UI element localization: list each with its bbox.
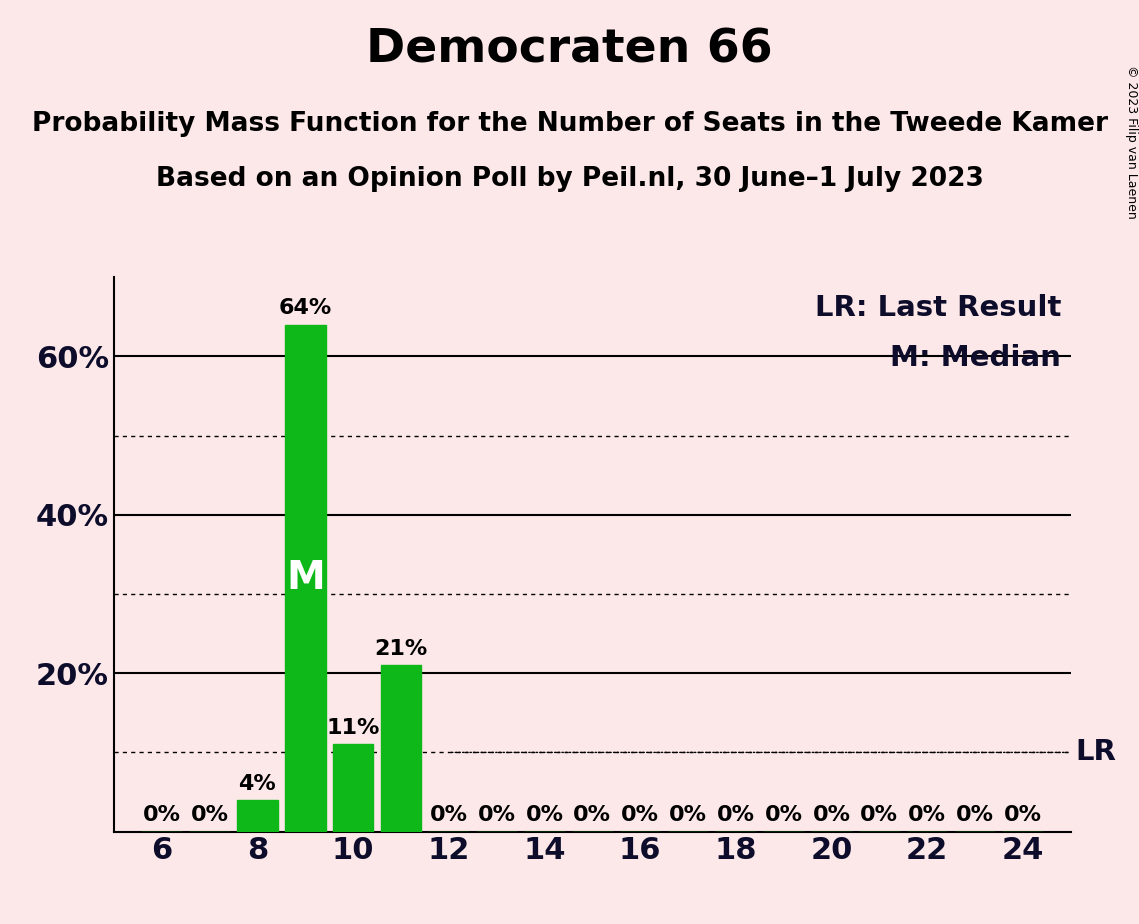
Bar <box>333 745 374 832</box>
Text: 64%: 64% <box>279 298 331 319</box>
Text: 0%: 0% <box>477 805 516 825</box>
Text: 0%: 0% <box>621 805 659 825</box>
Text: 0%: 0% <box>1003 805 1042 825</box>
Text: 0%: 0% <box>429 805 468 825</box>
Text: Based on an Opinion Poll by Peil.nl, 30 June–1 July 2023: Based on an Opinion Poll by Peil.nl, 30 … <box>156 166 983 192</box>
Text: 0%: 0% <box>860 805 899 825</box>
Bar <box>380 665 421 832</box>
Text: Probability Mass Function for the Number of Seats in the Tweede Kamer: Probability Mass Function for the Number… <box>32 111 1107 137</box>
Text: 0%: 0% <box>525 805 564 825</box>
Text: LR: Last Result: LR: Last Result <box>814 294 1062 322</box>
Text: 0%: 0% <box>908 805 947 825</box>
Text: 0%: 0% <box>812 805 851 825</box>
Text: 0%: 0% <box>669 805 707 825</box>
Text: 0%: 0% <box>573 805 612 825</box>
Text: 11%: 11% <box>327 718 379 738</box>
Bar <box>237 800 278 832</box>
Text: 0%: 0% <box>716 805 755 825</box>
Text: M: M <box>286 559 325 597</box>
Text: 0%: 0% <box>956 805 994 825</box>
Text: 0%: 0% <box>764 805 803 825</box>
Bar <box>285 324 326 832</box>
Text: LR: LR <box>1075 738 1116 766</box>
Text: 4%: 4% <box>238 773 277 794</box>
Text: Democraten 66: Democraten 66 <box>366 28 773 73</box>
Text: 0%: 0% <box>190 805 229 825</box>
Text: 21%: 21% <box>375 638 427 659</box>
Text: 0%: 0% <box>142 805 181 825</box>
Text: M: Median: M: Median <box>891 344 1062 371</box>
Text: © 2023 Filip van Laenen: © 2023 Filip van Laenen <box>1124 65 1138 218</box>
